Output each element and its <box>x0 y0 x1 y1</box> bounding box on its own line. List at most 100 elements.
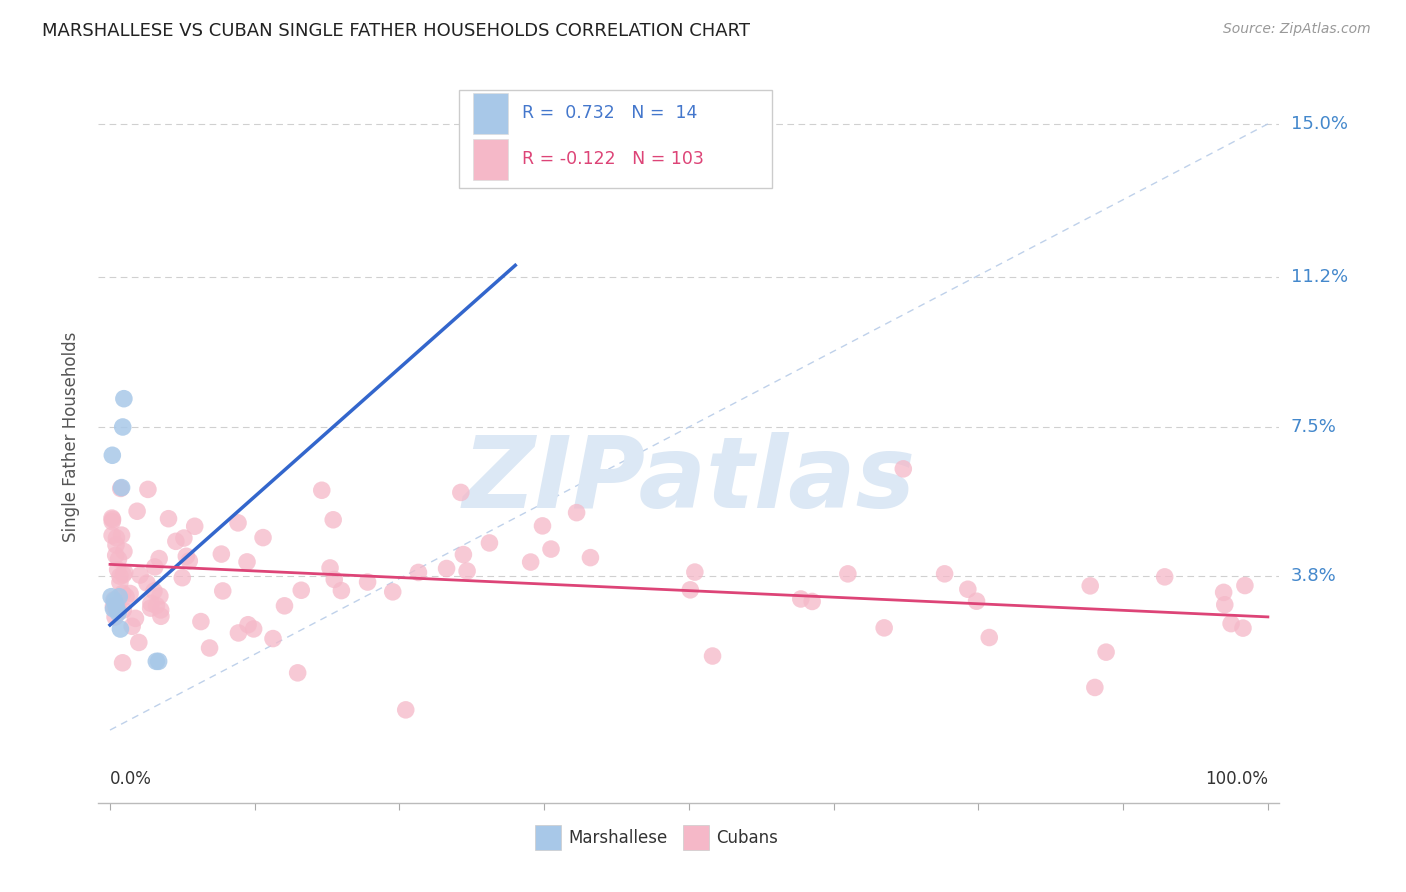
Point <box>112 603 135 617</box>
Text: Source: ZipAtlas.com: Source: ZipAtlas.com <box>1223 22 1371 37</box>
Point <box>322 513 344 527</box>
Point <box>111 586 134 600</box>
Point <box>114 566 136 580</box>
Point <box>176 549 198 564</box>
Point <box>108 569 131 583</box>
Point <box>456 564 478 578</box>
Point <box>143 560 166 574</box>
Point <box>157 511 180 525</box>
Bar <box>472 94 508 134</box>
Text: 7.5%: 7.5% <box>1291 418 1337 436</box>
Point <box>209 547 232 561</box>
Point <box>108 575 131 590</box>
Point <box>702 648 724 663</box>
Point <box>129 568 152 582</box>
Point <box>236 555 259 569</box>
Point <box>105 602 128 616</box>
Point <box>142 584 165 599</box>
Point <box>104 598 127 612</box>
Point <box>226 516 249 530</box>
Point <box>107 552 129 566</box>
Point <box>1078 579 1101 593</box>
Point <box>478 536 501 550</box>
Point <box>145 599 167 613</box>
Point <box>531 519 554 533</box>
Point <box>103 602 125 616</box>
Point <box>540 542 562 557</box>
Point <box>105 531 128 545</box>
Point <box>110 622 132 636</box>
Point <box>1213 598 1236 612</box>
Point <box>453 548 475 562</box>
Point <box>262 632 284 646</box>
Text: 100.0%: 100.0% <box>1205 770 1268 788</box>
Point <box>356 575 378 590</box>
Point <box>211 583 233 598</box>
FancyBboxPatch shape <box>458 90 772 188</box>
Point <box>107 606 129 620</box>
Point <box>1095 645 1118 659</box>
Point <box>104 538 127 552</box>
Point <box>139 601 162 615</box>
Point <box>121 619 143 633</box>
Point <box>252 531 274 545</box>
Point <box>101 515 124 529</box>
Point <box>408 566 430 580</box>
Point <box>110 482 132 496</box>
Bar <box>683 825 709 850</box>
Point <box>179 554 201 568</box>
Point <box>1153 570 1175 584</box>
Point <box>112 567 135 582</box>
Point <box>311 483 333 498</box>
Point <box>101 528 124 542</box>
Point <box>104 610 127 624</box>
Point <box>565 506 588 520</box>
Text: R =  0.732   N =  14: R = 0.732 N = 14 <box>523 104 697 122</box>
Point <box>128 635 150 649</box>
Point <box>101 448 124 462</box>
Point <box>1084 681 1107 695</box>
Point <box>103 592 125 607</box>
Point <box>110 481 132 495</box>
Point <box>1232 621 1254 635</box>
Text: 15.0%: 15.0% <box>1291 115 1347 133</box>
Point <box>104 601 127 615</box>
Point <box>436 561 458 575</box>
Point <box>120 586 142 600</box>
Point <box>966 594 988 608</box>
Point <box>136 483 159 497</box>
Point <box>145 654 167 668</box>
Point <box>242 622 264 636</box>
Text: 0.0%: 0.0% <box>110 770 152 788</box>
Point <box>173 531 195 545</box>
Point <box>381 585 404 599</box>
Text: ZIPatlas: ZIPatlas <box>463 433 915 530</box>
Point <box>148 654 170 668</box>
Point <box>801 594 824 608</box>
Point <box>236 617 259 632</box>
Point <box>112 392 135 406</box>
Point <box>110 528 132 542</box>
Point <box>127 504 149 518</box>
Point <box>107 600 129 615</box>
Text: R = -0.122   N = 103: R = -0.122 N = 103 <box>523 151 704 169</box>
Point <box>149 609 172 624</box>
Point <box>104 593 127 607</box>
Text: 3.8%: 3.8% <box>1291 567 1336 585</box>
Point <box>1220 616 1243 631</box>
Point <box>115 590 138 604</box>
Point <box>111 420 134 434</box>
Point <box>165 534 187 549</box>
Point <box>934 566 956 581</box>
Point <box>1233 578 1256 592</box>
Point <box>450 485 472 500</box>
Point <box>100 590 122 604</box>
Point <box>837 566 859 581</box>
Point <box>103 599 125 614</box>
Point <box>323 573 346 587</box>
Point <box>579 550 602 565</box>
Point <box>183 519 205 533</box>
Text: Cubans: Cubans <box>716 829 778 847</box>
Point <box>1212 585 1234 599</box>
Y-axis label: Single Father Households: Single Father Households <box>62 332 80 542</box>
